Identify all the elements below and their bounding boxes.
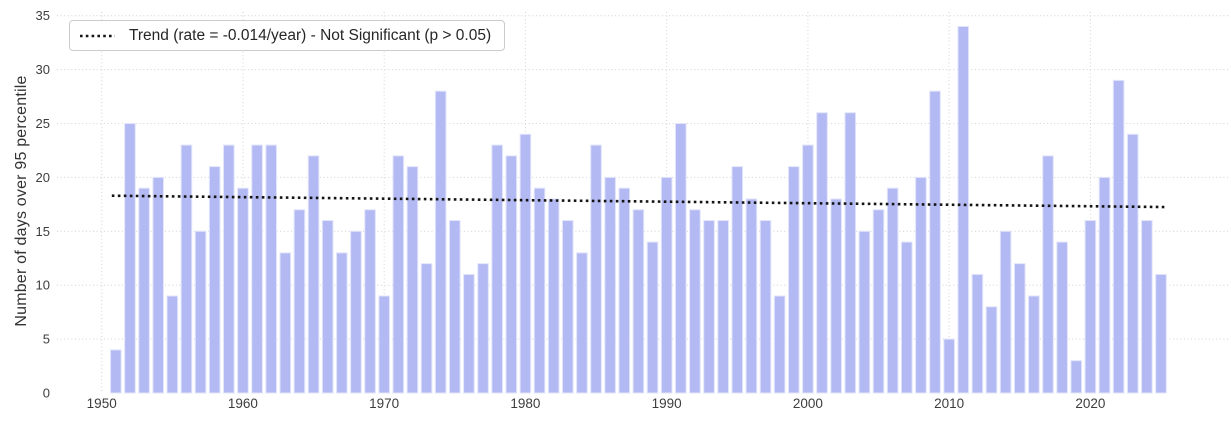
bar-2019: [1070, 360, 1083, 394]
bar-2022: [1112, 79, 1125, 394]
bar-1958: [208, 166, 221, 394]
bar-1994: [717, 220, 729, 394]
bar-1979: [505, 155, 518, 394]
bar-2025: [1155, 273, 1167, 394]
bar-2024: [1141, 220, 1153, 394]
bar-1992: [689, 209, 701, 394]
trend-dotted-line-icon: [80, 34, 115, 37]
bar-1969: [364, 209, 376, 394]
bar-2010: [943, 338, 955, 394]
bar-1988: [632, 209, 645, 394]
bar-2023: [1126, 133, 1139, 394]
y-tick-label-0: 0: [43, 386, 50, 401]
bar-1966: [321, 220, 334, 394]
bar-1963: [279, 252, 292, 394]
bar-1952: [124, 123, 136, 394]
bar-2004: [858, 230, 871, 394]
x-tick-label-2020: 2020: [1075, 396, 1105, 411]
bar-1987: [618, 187, 631, 394]
bar-2014: [999, 230, 1012, 394]
x-tick-label-1950: 1950: [87, 396, 117, 411]
y-tick-label-20: 20: [36, 170, 50, 185]
bar-2020: [1084, 220, 1097, 394]
bar-2017: [1042, 155, 1054, 394]
y-tick-label-25: 25: [36, 116, 50, 131]
bar-1998: [773, 295, 786, 394]
bar-1993: [703, 220, 715, 394]
y-tick-label-5: 5: [43, 332, 50, 347]
bar-1951: [110, 349, 122, 394]
bar-1965: [307, 155, 320, 394]
bar-1974: [434, 90, 447, 394]
bar-1980: [519, 133, 532, 394]
bar-1957: [194, 230, 207, 394]
bar-1953: [138, 187, 150, 394]
y-tick-label-35: 35: [36, 8, 50, 23]
bar-2000: [802, 144, 814, 394]
bar-2013: [985, 306, 998, 394]
bar-2003: [844, 112, 857, 394]
bar-2006: [886, 187, 899, 394]
bar-1964: [293, 209, 306, 394]
y-tick-label-10: 10: [36, 278, 50, 293]
bar-1978: [491, 144, 503, 394]
x-tick-label-2010: 2010: [934, 396, 964, 411]
bar-1990: [660, 176, 673, 394]
bar-1984: [576, 252, 588, 394]
bar-1967: [336, 252, 348, 394]
bar-1989: [646, 241, 659, 394]
bar-1954: [152, 176, 164, 394]
bar-1959: [223, 144, 235, 394]
bar-1973: [420, 263, 433, 394]
bar-1968: [350, 230, 362, 394]
trend-legend: Trend (rate = -0.014/year) - Not Signifi…: [69, 20, 506, 51]
bar-2018: [1056, 241, 1068, 394]
bar-2002: [830, 198, 842, 394]
x-tick-label-1990: 1990: [652, 396, 682, 411]
x-tick-label-1960: 1960: [228, 396, 258, 411]
bar-1960: [237, 187, 249, 394]
bar-1995: [731, 166, 744, 394]
bar-1996: [745, 198, 758, 394]
bar-2001: [816, 112, 828, 394]
bar-2008: [915, 176, 927, 394]
bar-1970: [378, 295, 390, 394]
bar-1985: [590, 144, 602, 394]
bar-2009: [929, 90, 941, 394]
bar-2016: [1028, 295, 1040, 394]
bar-1997: [759, 220, 772, 394]
bar-2012: [971, 273, 984, 394]
bar-1981: [533, 187, 546, 394]
x-tick-label-1970: 1970: [369, 396, 399, 411]
bar-1982: [547, 198, 560, 394]
bar-1983: [561, 220, 574, 394]
bar-1986: [604, 176, 616, 394]
bar-1971: [392, 155, 405, 394]
bar-1955: [166, 295, 179, 394]
bar-1976: [463, 273, 475, 394]
x-tick-label-1980: 1980: [510, 396, 540, 411]
bar-1975: [449, 220, 461, 394]
y-tick-label-30: 30: [36, 62, 50, 77]
bar-1991: [674, 123, 687, 394]
bar-1961: [251, 144, 263, 394]
trend-legend-label: Trend (rate = -0.014/year) - Not Signifi…: [129, 26, 492, 44]
bar-1977: [477, 263, 489, 394]
bar-2007: [900, 241, 913, 394]
bar-1962: [265, 144, 277, 394]
y-tick-label-15: 15: [36, 224, 50, 239]
bar-1956: [180, 144, 193, 394]
bar-2021: [1098, 176, 1111, 394]
bar-1972: [406, 166, 419, 394]
trend-line: [111, 194, 1166, 209]
bar-2011: [957, 25, 970, 394]
bar-2005: [872, 209, 885, 394]
bar-1999: [787, 166, 800, 394]
x-tick-label-2000: 2000: [793, 396, 823, 411]
bar-2015: [1013, 263, 1026, 394]
y-axis-label: Number of days over 95 percentile: [13, 75, 30, 327]
